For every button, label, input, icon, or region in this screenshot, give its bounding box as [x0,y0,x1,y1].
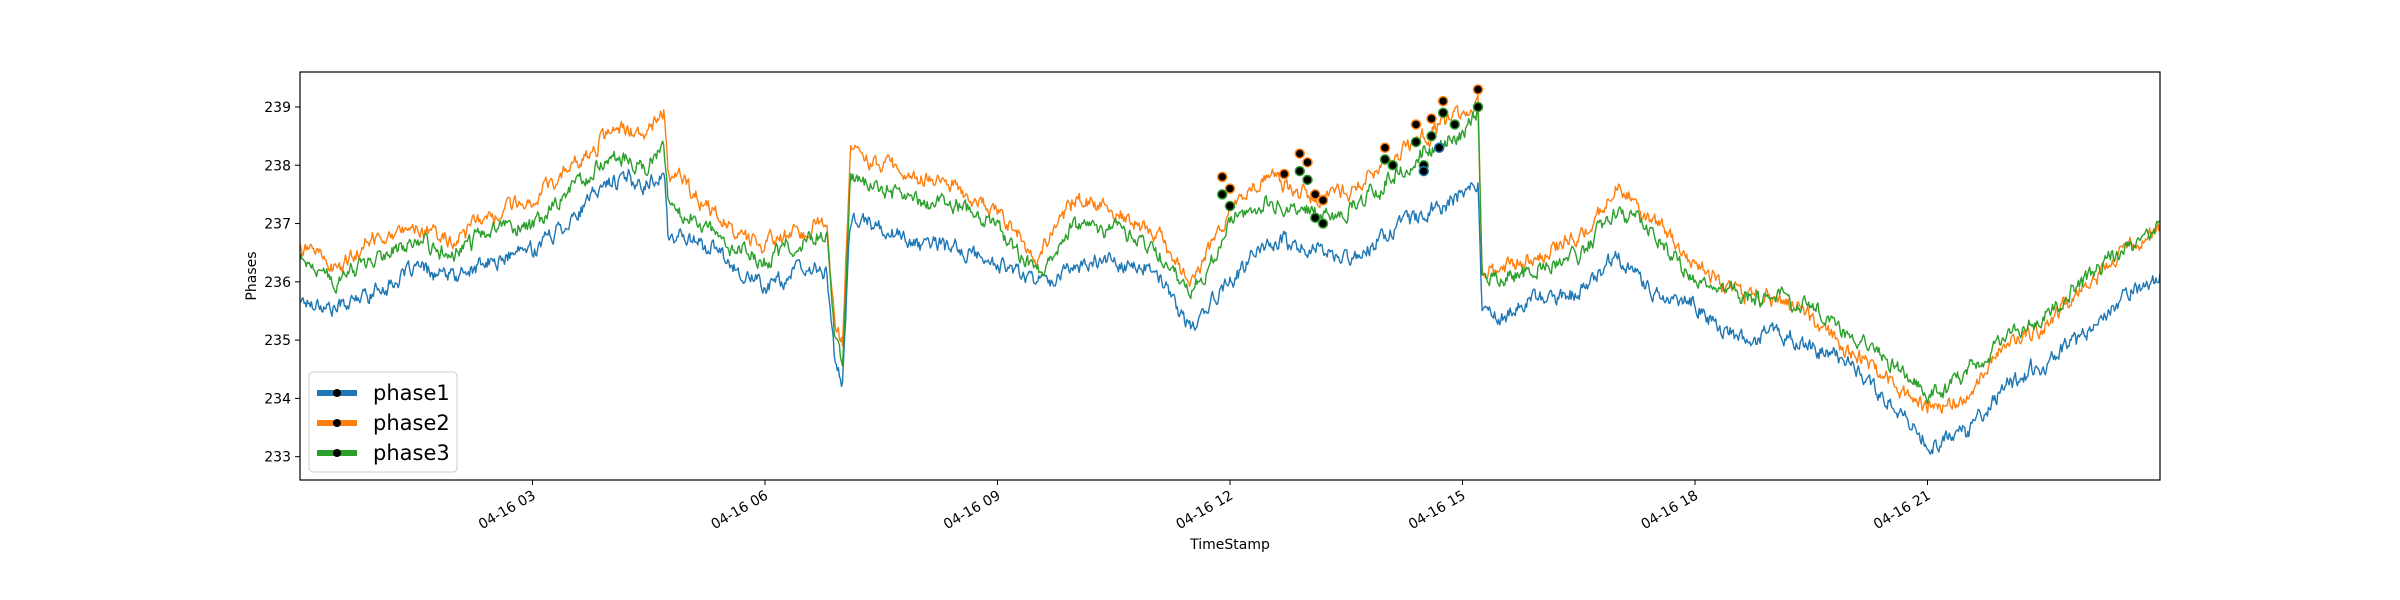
y-tick-label: 233 [264,450,291,466]
highlight-point-phase2 [1294,148,1305,159]
highlight-point-phase3 [1410,136,1422,148]
legend-marker-phase1 [333,389,341,397]
highlight-point-phase3 [1387,160,1398,171]
highlight-point-phase2 [1279,168,1290,180]
series-line-phase3 [300,108,2160,405]
highlight-point-phase3 [1379,154,1391,165]
y-tick-label: 234 [264,391,291,407]
y-axis-label: Phases [244,251,260,300]
y-axis: 233 234 235 236 237 238 239 [264,100,300,466]
highlight-point-phase2 [1410,119,1422,130]
highlight-point-phase3 [1302,174,1313,186]
highlight-point-phase2 [1217,171,1228,183]
highlight-point-phase3 [1294,165,1305,177]
highlight-points-layer [1217,84,1484,229]
y-tick-label: 235 [264,333,291,349]
highlight-point-phase1 [1434,142,1445,154]
highlight-point-phase2 [1310,189,1321,200]
legend-box [308,371,458,473]
highlight-point-phase2 [1302,157,1313,168]
x-axis-label: TimeStamp [1189,537,1270,553]
legend-marker-phase3 [333,449,341,457]
legend: phase1 phase2 phase3 [308,371,458,473]
highlight-point-phase2 [1472,84,1484,95]
legend-label-phase2: phase2 [373,411,450,435]
legend-label-phase3: phase3 [373,441,450,465]
highlight-point-phase2 [1224,183,1236,194]
highlight-point-phase2 [1379,142,1391,154]
legend-label-phase1: phase1 [373,381,450,405]
highlight-point-phase3 [1472,101,1484,113]
highlight-point-phase3 [1426,130,1437,142]
highlight-point-phase3 [1437,107,1449,119]
y-tick-label: 238 [264,158,291,174]
highlight-point-phase3 [1317,218,1329,229]
y-tick-label: 237 [264,217,291,233]
highlight-point-phase3 [1310,212,1321,223]
y-tick-label: 236 [264,275,291,291]
y-tick-label: 239 [264,100,291,116]
highlight-point-phase2 [1317,194,1329,206]
highlight-point-phase2 [1437,95,1449,107]
highlight-point-phase3 [1217,189,1228,200]
highlight-point-phase3 [1224,200,1236,212]
highlight-point-phase1 [1418,165,1429,177]
legend-marker-phase2 [333,419,341,427]
highlight-point-phase3 [1449,119,1460,130]
highlight-point-phase2 [1426,113,1437,124]
series-line-phase1 [300,168,2160,455]
